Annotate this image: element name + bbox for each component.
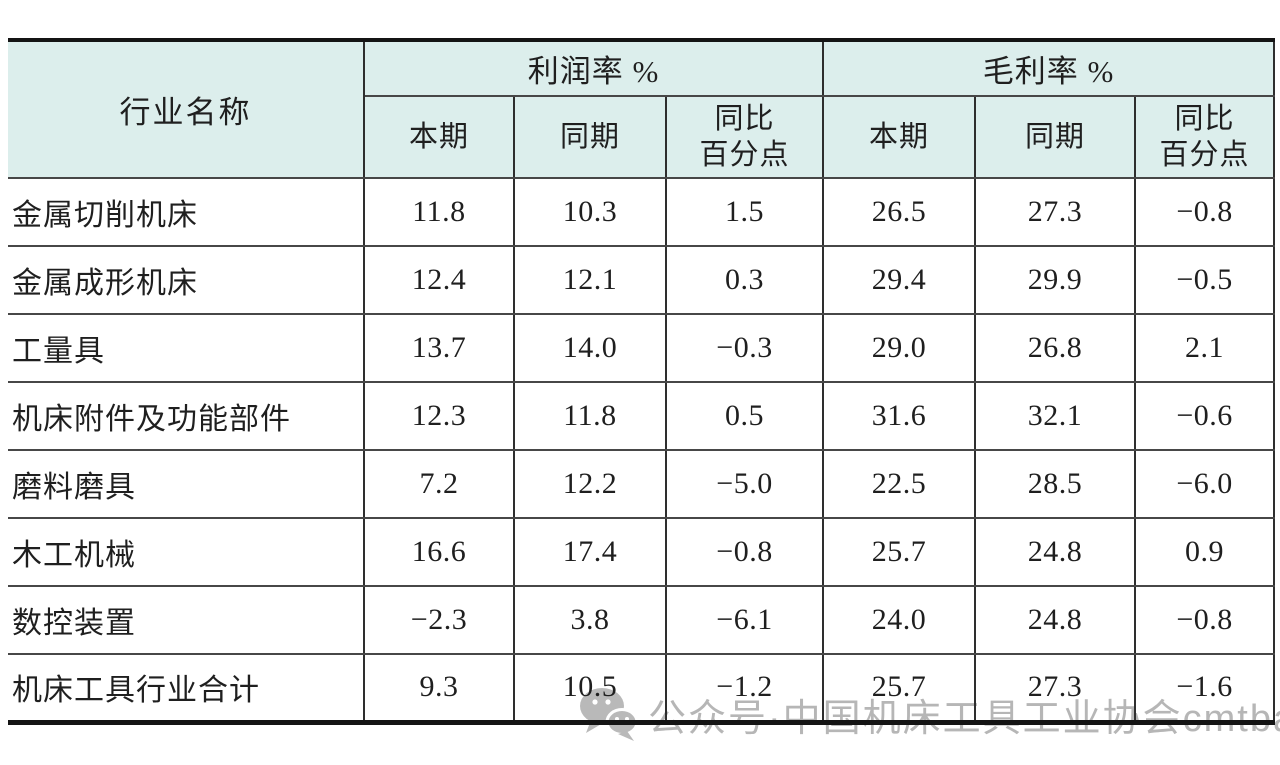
value-cell: 2.1	[1134, 313, 1276, 383]
value-cell: 11.8	[363, 177, 515, 247]
value-cell: 12.1	[513, 245, 667, 315]
table-row: 金属成形机床 12.4 12.1 0.3 29.4 29.9 −0.5	[8, 245, 1276, 315]
value-cell: 12.3	[363, 381, 515, 451]
value-cell: 11.8	[513, 381, 667, 451]
table-row: 数控装置 −2.3 3.8 −6.1 24.0 24.8 −0.8	[8, 585, 1276, 655]
value-cell: 1.5	[664, 177, 825, 247]
value-cell: 0.5	[664, 381, 825, 451]
value-cell: 17.4	[513, 517, 667, 587]
industry-name-header: 行业名称	[8, 39, 365, 179]
value-cell: 9.3	[363, 653, 515, 723]
value-cell: 24.0	[822, 585, 977, 655]
table-row: 木工机械 16.6 17.4 −0.8 25.7 24.8 0.9	[8, 517, 1276, 587]
value-cell: 26.8	[974, 313, 1137, 383]
value-cell: −0.8	[1134, 585, 1276, 655]
header-sub-row: 本期 同期 同比 百分点 本期 同期 同比 百分点	[8, 95, 1276, 179]
value-cell: 32.1	[974, 381, 1137, 451]
value-cell: 28.5	[974, 449, 1137, 519]
industry-name-cell: 机床附件及功能部件	[8, 381, 365, 451]
industry-name-cell: 工量具	[8, 313, 365, 383]
value-cell: 25.7	[822, 517, 977, 587]
table-row: 机床附件及功能部件 12.3 11.8 0.5 31.6 32.1 −0.6	[8, 381, 1276, 451]
table-row: 磨料磨具 7.2 12.2 −5.0 22.5 28.5 −6.0	[8, 449, 1276, 519]
value-cell: 29.0	[822, 313, 977, 383]
header-group-row: 行业名称 利润率 % 毛利率 %	[8, 39, 1276, 179]
value-cell: 22.5	[822, 449, 977, 519]
value-cell: 0.3	[664, 245, 825, 315]
value-cell: 10.3	[513, 177, 667, 247]
profit-prior-header: 同期	[513, 95, 667, 179]
industry-name-cell: 金属切削机床	[8, 177, 365, 247]
value-cell: 26.5	[822, 177, 977, 247]
value-cell: −5.0	[664, 449, 825, 519]
value-cell: −0.8	[664, 517, 825, 587]
value-cell: 12.4	[363, 245, 515, 315]
value-cell: 25.7	[822, 653, 977, 723]
value-cell: 27.3	[974, 653, 1137, 723]
value-cell: −0.8	[1134, 177, 1276, 247]
table-header: 行业名称 利润率 % 毛利率 % 本期 同期 同比 百分点 本期 同期 同比 百…	[8, 39, 1276, 179]
value-cell: 7.2	[363, 449, 515, 519]
margin-current-header: 本期	[822, 95, 977, 179]
table-row: 工量具 13.7 14.0 −0.3 29.0 26.8 2.1	[8, 313, 1276, 383]
value-cell: −2.3	[363, 585, 515, 655]
industry-name-cell: 磨料磨具	[8, 449, 365, 519]
industry-profit-table: 行业名称 利润率 % 毛利率 % 本期 同期 同比 百分点 本期 同期 同比 百…	[8, 38, 1276, 725]
value-cell: 0.9	[1134, 517, 1276, 587]
value-cell: 16.6	[363, 517, 515, 587]
value-cell: −1.6	[1134, 653, 1276, 723]
value-cell: 27.3	[974, 177, 1137, 247]
industry-name-cell: 木工机械	[8, 517, 365, 587]
value-cell: 24.8	[974, 585, 1137, 655]
profit-current-header: 本期	[364, 95, 515, 179]
industry-name-cell: 金属成形机床	[8, 245, 365, 315]
value-cell: 10.5	[513, 653, 667, 723]
table-body: 金属切削机床 11.8 10.3 1.5 26.5 27.3 −0.8 金属成形机床 12.4 1…	[8, 177, 1276, 723]
table-row: 机床工具行业合计 9.3 10.5 −1.2 25.7 27.3 −1.6	[8, 653, 1276, 723]
value-cell: 3.8	[513, 585, 667, 655]
profit-rate-group-header: 利润率 %	[362, 39, 825, 97]
value-cell: 31.6	[822, 381, 977, 451]
gross-margin-group-header: 毛利率 %	[822, 39, 1276, 97]
table-row: 金属切削机床 11.8 10.3 1.5 26.5 27.3 −0.8	[8, 177, 1276, 247]
value-cell: −0.6	[1134, 381, 1276, 451]
value-cell: −1.2	[664, 653, 825, 723]
value-cell: −0.5	[1134, 245, 1276, 315]
industry-name-cell: 数控装置	[8, 585, 365, 655]
value-cell: −6.1	[664, 585, 825, 655]
profit-yoy-pp-header: 同比 百分点	[664, 95, 825, 179]
value-cell: 14.0	[513, 313, 667, 383]
value-cell: −0.3	[664, 313, 825, 383]
data-table: 行业名称 利润率 % 毛利率 % 本期 同期 同比 百分点 本期 同期 同比 百…	[8, 38, 1276, 725]
value-cell: 29.9	[974, 245, 1137, 315]
margin-prior-header: 同期	[974, 95, 1137, 179]
value-cell: −6.0	[1134, 449, 1276, 519]
value-cell: 12.2	[513, 449, 667, 519]
value-cell: 24.8	[974, 517, 1137, 587]
industry-name-cell: 机床工具行业合计	[8, 653, 365, 723]
value-cell: 29.4	[822, 245, 977, 315]
margin-yoy-pp-header: 同比 百分点	[1134, 95, 1276, 179]
value-cell: 13.7	[363, 313, 515, 383]
